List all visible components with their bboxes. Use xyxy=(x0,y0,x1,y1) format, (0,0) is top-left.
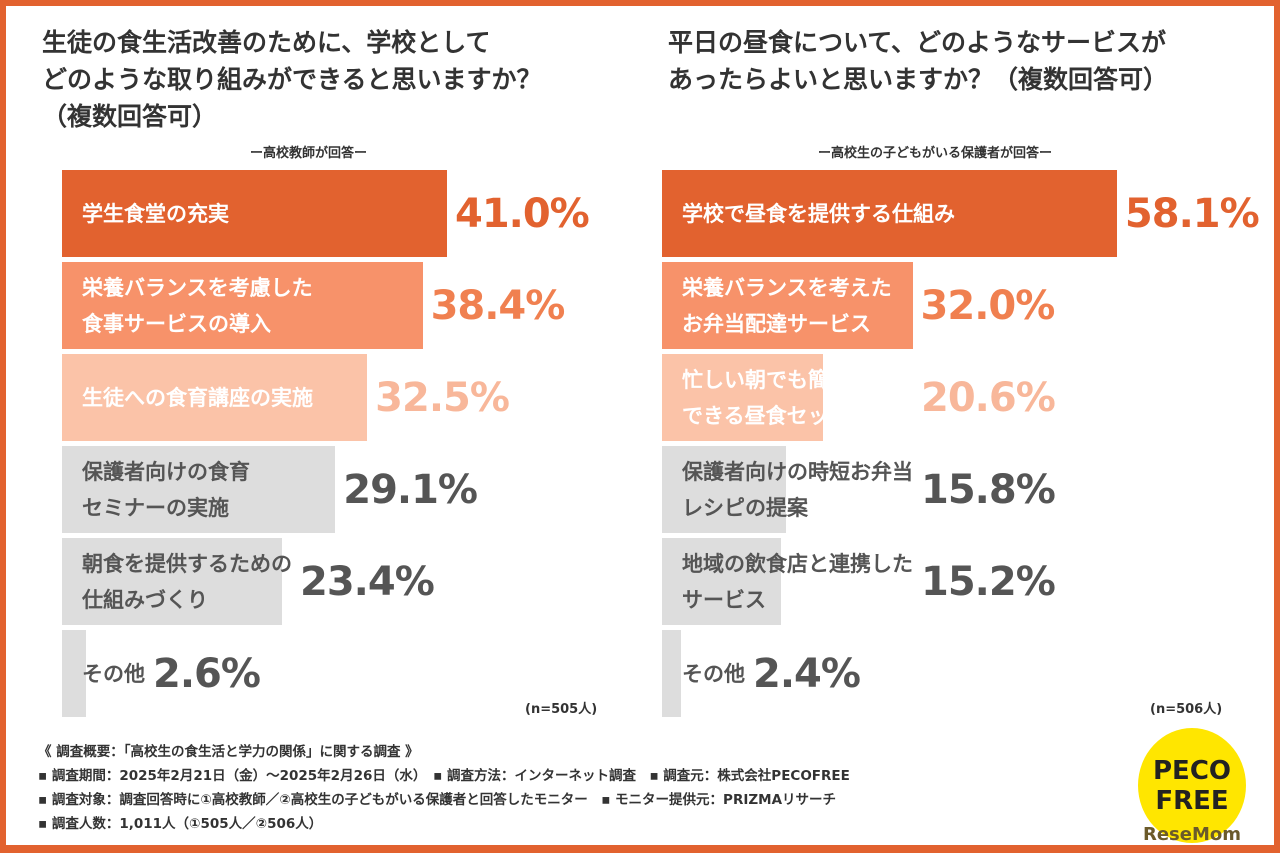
bar-label: 忙しい朝でも簡単に準備 できる昼食セット xyxy=(682,367,913,428)
bar-label: 学校で昼食を提供する仕組み xyxy=(682,201,955,226)
note-line: ▪ 調査対象：調査回答時に①高校教師／②高校生の子どもがいる保護者と回答したモニ… xyxy=(38,792,837,808)
bar xyxy=(62,262,423,349)
bar-label: 保護者向けの食育 セミナーの実施 xyxy=(82,459,250,520)
value-label: 15.2% xyxy=(921,558,1056,605)
note-line: 《 調査概要：「高校生の食生活と学力の関係」に関する調査 》 xyxy=(38,744,419,760)
bar xyxy=(62,538,282,625)
bar-label: 朝食を提供するための 仕組みづくり xyxy=(82,551,292,612)
value-label: 23.4% xyxy=(300,558,435,605)
bar xyxy=(62,446,336,533)
bar-row: 学生食堂の充実 41.0% xyxy=(62,170,662,257)
left-sample-size: (n=505人) xyxy=(525,702,598,717)
bar-label: その他 xyxy=(82,661,145,686)
pecofree-logo: PECO FREE ReseMom xyxy=(1138,728,1246,845)
bar xyxy=(662,170,1117,257)
bar-label: 保護者向けの時短お弁当 レシピの提案 xyxy=(682,459,913,520)
right-chart-subtitle: ー高校生の子どもがいる保護者が回答ー xyxy=(818,146,1053,161)
bar xyxy=(62,630,87,717)
left-chart-title: 生徒の食生活改善のために、学校として どのような取り組みができると思いますか？ … xyxy=(42,28,542,131)
survey-notes: 《 調査概要：「高校生の食生活と学力の関係」に関する調査 》 ▪ 調査期間：20… xyxy=(38,740,850,836)
value-label: 32.0% xyxy=(920,282,1056,329)
bar xyxy=(62,354,368,441)
bar xyxy=(662,354,824,441)
bar xyxy=(62,170,447,257)
bar-row: 学校で昼食を提供する仕組み 58.1% xyxy=(662,170,1262,257)
bar xyxy=(662,262,913,349)
value-label: 32.5% xyxy=(375,374,510,421)
bar-row: 忙しい朝でも簡単に準備 できる昼食セット 20.6% xyxy=(662,354,1262,441)
logo-brand: PECO FREE xyxy=(1153,756,1231,816)
bar-label: 学生食堂の充実 xyxy=(82,201,229,226)
value-label: 2.4% xyxy=(753,650,861,697)
value-label: 41.0% xyxy=(454,190,590,237)
left-chart-subtitle: ー高校教師が回答ー xyxy=(250,146,368,161)
bar-label: 栄養バランスを考慮した 食事サービスの導入 xyxy=(82,275,313,336)
bar-row: 栄養バランスを考えた お弁当配達サービス 32.0% xyxy=(662,262,1262,349)
bar-row: その他 2.4% xyxy=(662,630,1262,717)
bar xyxy=(662,446,786,533)
bar-row: 生徒への食育講座の実施 32.5% xyxy=(62,354,662,441)
bar-row: 朝食を提供するための 仕組みづくり 23.4% xyxy=(62,538,662,625)
bar-label: 生徒への食育講座の実施 xyxy=(82,385,313,410)
bar-label: 栄養バランスを考えた お弁当配達サービス xyxy=(682,275,892,336)
value-label: 15.8% xyxy=(921,466,1056,513)
bar-label: その他 xyxy=(682,661,745,686)
bar-row: 地域の飲食店と連携した サービス 15.2% xyxy=(662,538,1262,625)
bar xyxy=(662,630,681,717)
value-label: 20.6% xyxy=(921,374,1056,421)
note-line: ▪ 調査期間：2025年2月21日（金）～2025年2月26日（水） ▪ 調査方… xyxy=(38,768,850,784)
right-chart-title: 平日の昼食について、どのようなサービスが あったらよいと思いますか？（複数回答可… xyxy=(668,28,1169,94)
right-sample-size: (n=506人) xyxy=(1150,702,1223,717)
value-label: 38.4% xyxy=(430,282,566,329)
bar xyxy=(662,538,782,625)
logo-site: ReseMom xyxy=(1142,824,1242,845)
bar-label: 地域の飲食店と連携した サービス xyxy=(682,551,913,612)
bar-row: その他 2.6% xyxy=(62,630,662,717)
value-label: 29.1% xyxy=(343,466,478,513)
value-label: 58.1% xyxy=(1124,190,1260,237)
bar-row: 保護者向けの食育 セミナーの実施 29.1% xyxy=(62,446,662,533)
value-label: 2.6% xyxy=(153,650,261,697)
bar-row: 保護者向けの時短お弁当 レシピの提案 15.8% xyxy=(662,446,1262,533)
bar-row: 栄養バランスを考慮した 食事サービスの導入 38.4% xyxy=(62,262,662,349)
note-line: ▪ 調査人数：1,011人（①505人／②506人） xyxy=(38,816,323,832)
